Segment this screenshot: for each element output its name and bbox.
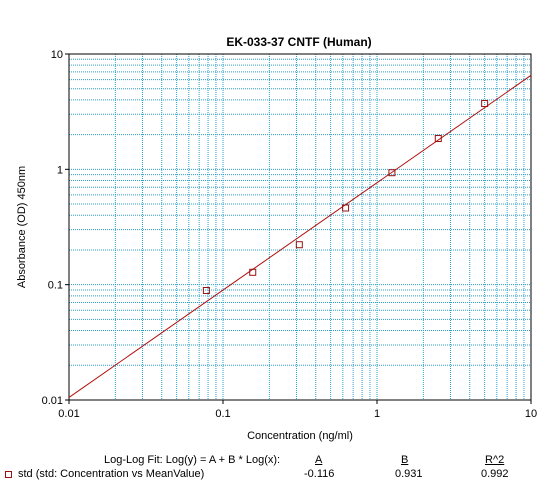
y-axis-ticks: 0.01 0.1 1 10 xyxy=(42,49,69,407)
plot-frame xyxy=(68,53,532,401)
chart-title: EK-033-37 CNTF (Human) xyxy=(226,35,371,49)
legend-series-label: std (std: Concentration vs MeanValue) xyxy=(18,468,205,480)
x-tick-label: 0.1 xyxy=(215,408,230,420)
fit-value-r2: 0.992 xyxy=(481,468,509,480)
fit-header-b: B xyxy=(401,454,409,466)
legend-marker xyxy=(5,471,12,478)
x-tick-label: 10 xyxy=(525,408,537,420)
data-point xyxy=(481,100,489,108)
data-point xyxy=(295,241,303,249)
y-tick-label: 10 xyxy=(51,49,63,61)
data-point xyxy=(388,169,396,177)
y-tick-label: 1 xyxy=(57,164,63,176)
data-point xyxy=(434,135,442,143)
fit-equation: Log-Log Fit: Log(y) = A + B * Log(x): xyxy=(104,454,281,466)
y-tick-label: 0.1 xyxy=(48,280,63,292)
x-axis-label: Concentration (ng/ml) xyxy=(247,430,353,442)
fit-line xyxy=(68,74,532,398)
data-point xyxy=(249,268,257,276)
y-tick-label: 0.01 xyxy=(42,395,63,407)
x-tick-label: 1 xyxy=(374,408,380,420)
fit-value-b: 0.931 xyxy=(395,468,423,480)
data-point xyxy=(342,204,350,212)
fit-line-group xyxy=(68,74,532,398)
data-point xyxy=(202,287,210,295)
fit-value-a: -0.116 xyxy=(304,468,335,480)
x-axis-ticks: 0.01 0.1 1 10 xyxy=(58,400,537,420)
fit-header-r2: R^2 xyxy=(485,454,505,466)
y-axis-label: Absorbance (OD) 450nm xyxy=(16,166,28,288)
x-tick-label: 0.01 xyxy=(58,408,79,420)
fit-header-a: A xyxy=(315,454,323,466)
data-points xyxy=(202,100,489,295)
grid xyxy=(69,54,531,400)
